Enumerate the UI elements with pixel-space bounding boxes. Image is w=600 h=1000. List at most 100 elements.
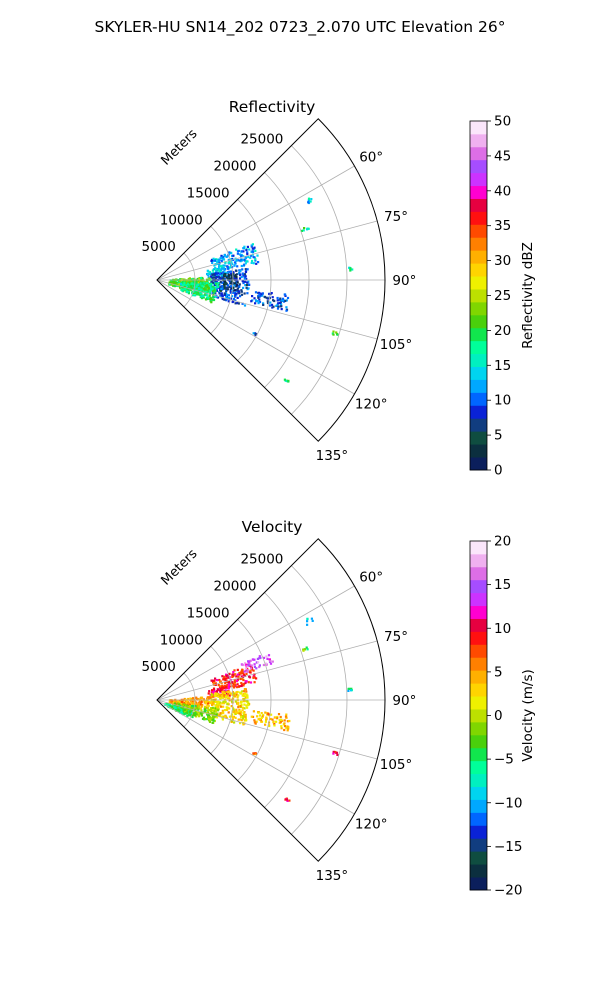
echo-gate (223, 692, 226, 695)
echo-gate (194, 710, 197, 713)
echo-gate (229, 291, 232, 294)
echo-gate (211, 261, 214, 264)
echo-gate (219, 701, 222, 704)
echo-gate (187, 285, 190, 288)
echo-gate (242, 255, 245, 258)
colorbar-swatch (470, 276, 487, 290)
echo-gate (234, 710, 237, 713)
echo-gate (225, 689, 228, 692)
echo-gate (214, 283, 217, 286)
echo-gate (238, 685, 241, 688)
echo-gate (199, 697, 202, 700)
echo-gate (278, 301, 281, 305)
echo-region (284, 797, 291, 802)
echo-gate (222, 276, 225, 280)
echo-gate (219, 712, 222, 715)
echo-gate (253, 665, 256, 668)
echo-gate (236, 258, 239, 262)
echo-gate (269, 301, 272, 304)
colorbar-swatch (470, 301, 487, 316)
echo-gate (207, 716, 210, 719)
range-tick-label: 5000 (142, 239, 176, 255)
echo-gate (178, 709, 181, 712)
echo-gate (219, 257, 222, 260)
echo-gate (230, 264, 233, 267)
echo-gate (224, 274, 227, 277)
echo-gate (218, 678, 221, 682)
echo-gate (221, 718, 224, 721)
colorbar-swatch (470, 553, 487, 568)
echo-gate (221, 257, 224, 260)
echo-gate (247, 664, 250, 667)
echo-gate (227, 682, 230, 685)
echo-gate (203, 708, 206, 711)
colorbar-swatch (470, 392, 487, 406)
echo-gate (211, 703, 214, 706)
echo-gate (238, 710, 241, 713)
echo-gate (260, 293, 263, 296)
echo-gate (252, 332, 255, 335)
echo-gate (266, 657, 269, 660)
echo-gate (280, 727, 283, 730)
echo-gate (226, 286, 229, 289)
echo-gate (239, 722, 242, 725)
echo-gate (207, 700, 210, 704)
echo-gate (245, 696, 249, 699)
echo-gate (240, 258, 243, 261)
echo-gate (198, 293, 201, 296)
colorbar-swatch (470, 760, 487, 775)
echo-gate (236, 686, 239, 689)
echo-gate (203, 293, 207, 296)
echo-region (332, 750, 339, 756)
echo-gate (172, 700, 175, 703)
echo-gate (272, 305, 275, 308)
echo-gate (171, 280, 174, 283)
echo-gate (253, 297, 256, 300)
echo-gate (240, 719, 243, 722)
echo-gate (222, 695, 226, 698)
echo-gate (270, 303, 274, 306)
echo-gate (198, 280, 201, 283)
echo-gate (220, 272, 223, 275)
echo-gate (262, 302, 265, 305)
azimuth-tick-label: 90° (392, 273, 416, 289)
colorbar-swatch (470, 327, 487, 342)
echo-gate (235, 708, 238, 711)
echo-gate (207, 704, 210, 708)
echo-gate (229, 682, 232, 685)
echo-gate (209, 272, 212, 275)
echo-gate (221, 715, 224, 718)
echo-gate (191, 700, 194, 703)
echo-gate (240, 250, 243, 253)
echo-gate (172, 282, 175, 285)
echo-gate (222, 700, 225, 703)
echo-gate (222, 686, 226, 690)
echo-gate (200, 288, 203, 291)
echo-region (307, 197, 313, 205)
echo-gate (230, 251, 233, 254)
echo-gate (227, 711, 230, 714)
azimuth-spoke (156, 585, 355, 701)
echo-gate (218, 263, 221, 266)
echo-gate (208, 716, 211, 719)
echo-gate (242, 712, 245, 715)
echo-gate (311, 619, 314, 622)
echo-gate (238, 712, 241, 715)
echo-gate (198, 711, 201, 714)
echo-gate (223, 283, 226, 286)
echo-gate (285, 727, 288, 730)
echo-gate (255, 720, 258, 723)
echo-gate (238, 285, 241, 288)
echo-gate (247, 661, 250, 664)
echo-gate (243, 707, 246, 710)
echo-gate (212, 690, 215, 693)
echo-gate (182, 288, 185, 291)
echo-gate (268, 658, 271, 661)
echo-gate (217, 258, 220, 261)
echo-gate (224, 715, 227, 718)
echo-gate (252, 256, 255, 259)
echo-gate (248, 676, 252, 679)
echo-gate (220, 254, 223, 257)
echo-gate (194, 294, 197, 297)
echo-gate (207, 692, 210, 695)
